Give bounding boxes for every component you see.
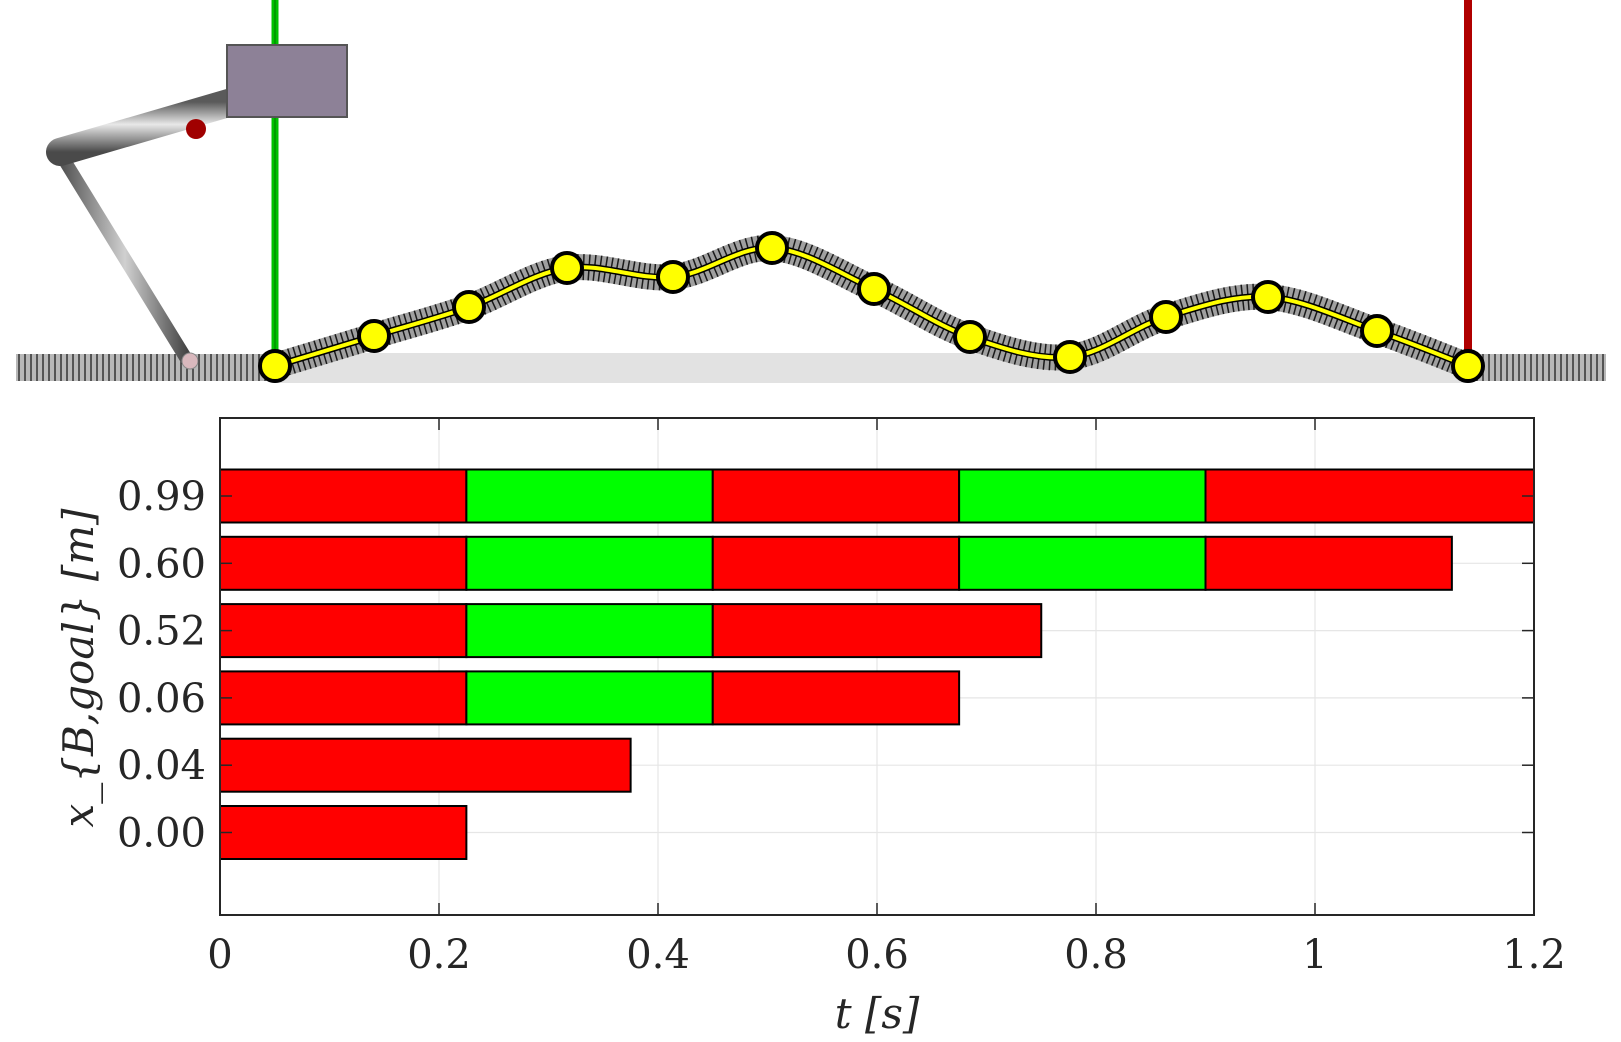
robot-lower-leg bbox=[56, 151, 194, 367]
trajectory-waypoint bbox=[550, 251, 584, 285]
robot-upper-leg bbox=[46, 88, 246, 166]
jump-trajectory bbox=[258, 231, 1485, 383]
trajectory-waypoint bbox=[1149, 300, 1183, 334]
bar-segment-flight bbox=[465, 535, 714, 591]
gait-timeline-chart: 0 0.2 0.4 0.6 0.8 1 1.2 0.990.600.520.060.040.… bbox=[54, 417, 1566, 1038]
y-tick-label: 0.99 bbox=[117, 474, 206, 520]
trajectory-waypoint bbox=[1451, 349, 1485, 383]
y-ticks: 0.99 0.60 0.52 0.06 0.04 0.00 bbox=[117, 474, 1534, 857]
bar-segment-stance bbox=[219, 603, 468, 659]
trajectory-waypoint bbox=[258, 349, 292, 383]
bar-segment-stance bbox=[711, 468, 961, 524]
bar-segment-stance bbox=[1204, 535, 1453, 591]
bar-segment-flight bbox=[958, 535, 1207, 591]
y-tick-label: 0.52 bbox=[117, 609, 206, 655]
robot-foot bbox=[181, 352, 199, 370]
x-tick-label: 0.4 bbox=[626, 932, 690, 978]
bar-segment-stance bbox=[711, 603, 1043, 659]
robot-body bbox=[226, 44, 348, 118]
ground-hatch-right bbox=[1468, 354, 1606, 381]
bar-segment-stance bbox=[219, 535, 468, 591]
bar-segment-stance bbox=[711, 670, 961, 726]
x-tick-label: 1 bbox=[1302, 932, 1327, 978]
x-tick-label: 0 bbox=[207, 932, 232, 978]
bar-segment-stance bbox=[711, 535, 961, 591]
y-tick-label: 0.06 bbox=[117, 676, 206, 722]
bars bbox=[219, 468, 1535, 860]
ground-slab bbox=[280, 353, 1470, 383]
x-tick-label: 0.8 bbox=[1064, 932, 1128, 978]
bar-segment-stance bbox=[219, 468, 468, 524]
robot-illustration bbox=[16, 0, 1606, 383]
trajectory-waypoint bbox=[452, 290, 486, 324]
bar-segment-flight bbox=[958, 468, 1207, 524]
bar-segment-stance bbox=[219, 670, 468, 726]
x-tick-label: 0.2 bbox=[407, 932, 471, 978]
bar-segment-stance bbox=[219, 805, 468, 860]
bar-segment-flight bbox=[465, 670, 714, 726]
trajectory-waypoint bbox=[857, 272, 891, 306]
ground-hatch-left bbox=[16, 354, 282, 381]
x-ticks: 0 0.2 0.4 0.6 0.8 1 1.2 bbox=[207, 418, 1566, 978]
y-tick-label: 0.60 bbox=[117, 541, 206, 587]
trajectory-waypoint bbox=[1360, 314, 1394, 348]
bar-segment-stance bbox=[219, 737, 632, 793]
trajectory-waypoint bbox=[1053, 340, 1087, 374]
trajectory-waypoint bbox=[755, 231, 789, 265]
robot-hip-joint bbox=[186, 119, 206, 139]
y-tick-label: 0.04 bbox=[117, 743, 206, 789]
y-tick-label: 0.00 bbox=[117, 811, 206, 857]
trajectory-waypoint bbox=[656, 260, 690, 294]
x-tick-label: 0.6 bbox=[845, 932, 909, 978]
trajectory-waypoint bbox=[357, 319, 391, 353]
bar-segment-flight bbox=[465, 603, 714, 659]
x-tick-label: 1.2 bbox=[1502, 932, 1566, 978]
trajectory-waypoint bbox=[1251, 280, 1285, 314]
trajectory-waypoint bbox=[953, 320, 987, 354]
bar-segment-flight bbox=[465, 468, 714, 524]
y-axis-label: x_{B,goal} [m] bbox=[54, 508, 103, 828]
bar-segment-stance bbox=[1204, 468, 1535, 524]
x-axis-label: t [s] bbox=[835, 989, 920, 1038]
